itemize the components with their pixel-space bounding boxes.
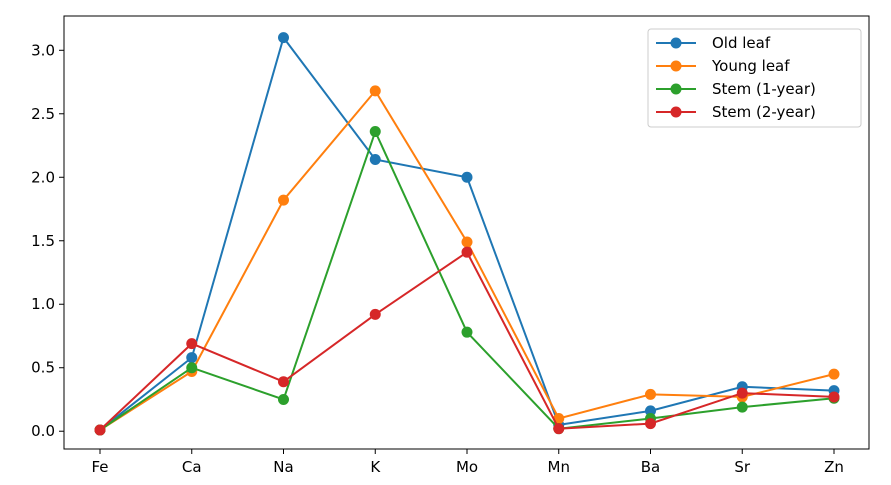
series-layer <box>94 32 840 436</box>
legend-label: Young leaf <box>711 57 790 75</box>
y-tick-label: 0.0 <box>31 422 55 440</box>
data-point <box>278 32 289 44</box>
series-stem-2-year <box>94 246 840 436</box>
legend-item: Old leaf <box>656 34 771 52</box>
legend-item: Stem (1-year) <box>656 80 816 98</box>
data-point <box>645 418 656 430</box>
y-tick-label: 0.5 <box>31 359 55 377</box>
data-point <box>461 236 473 248</box>
data-point <box>94 424 106 436</box>
data-point <box>278 393 289 405</box>
data-point <box>278 194 289 206</box>
legend-item: Young leaf <box>656 57 790 75</box>
x-tick-label: Ba <box>641 458 660 476</box>
y-tick-label: 2.0 <box>31 168 55 186</box>
x-tick-label: Mo <box>456 458 478 476</box>
x-tick-label: Mn <box>548 458 570 476</box>
y-tick-label: 3.0 <box>31 41 55 59</box>
data-point <box>736 387 748 399</box>
x-tick-label: Sr <box>734 458 751 476</box>
legend-label: Stem (2-year) <box>712 103 816 121</box>
data-point <box>645 388 656 400</box>
x-axis-ticks: Fe Ca Na K Mo Mn Ba Sr Zn <box>91 449 844 476</box>
data-point <box>461 246 473 258</box>
x-tick-label: Fe <box>91 458 108 476</box>
legend: Old leaf Young leaf Stem (1-year) Stem (2-y… <box>647 28 862 128</box>
legend-item: Stem (2-year) <box>656 103 816 121</box>
y-tick-label: 2.5 <box>31 105 55 123</box>
data-point <box>736 401 748 413</box>
x-tick-label: Ca <box>182 458 202 476</box>
y-tick-label: 1.0 <box>31 295 55 313</box>
data-point <box>186 362 198 374</box>
legend-marker <box>670 37 682 49</box>
legend-marker <box>670 60 682 72</box>
legend-label: Stem (1-year) <box>712 80 816 98</box>
data-point <box>369 153 381 165</box>
data-point <box>186 352 198 364</box>
legend-box <box>647 28 862 128</box>
data-point <box>828 391 840 403</box>
y-tick-label: 1.5 <box>31 232 55 250</box>
data-point <box>186 338 198 350</box>
y-axis-ticks: 0.0 0.5 1.0 1.5 2.0 2.5 3.0 <box>31 41 64 440</box>
data-point <box>278 376 289 388</box>
x-tick-label: Zn <box>824 458 844 476</box>
data-point <box>828 368 840 380</box>
data-point <box>461 326 473 338</box>
data-point <box>553 423 565 435</box>
legend-label: Old leaf <box>712 34 771 52</box>
data-point <box>369 126 381 138</box>
x-tick-label: K <box>370 458 381 476</box>
legend-marker <box>670 83 682 95</box>
x-tick-label: Na <box>273 458 293 476</box>
data-point <box>369 85 381 97</box>
legend-marker <box>670 106 682 118</box>
data-point <box>645 405 656 417</box>
data-point <box>369 308 381 320</box>
data-point <box>461 171 473 183</box>
